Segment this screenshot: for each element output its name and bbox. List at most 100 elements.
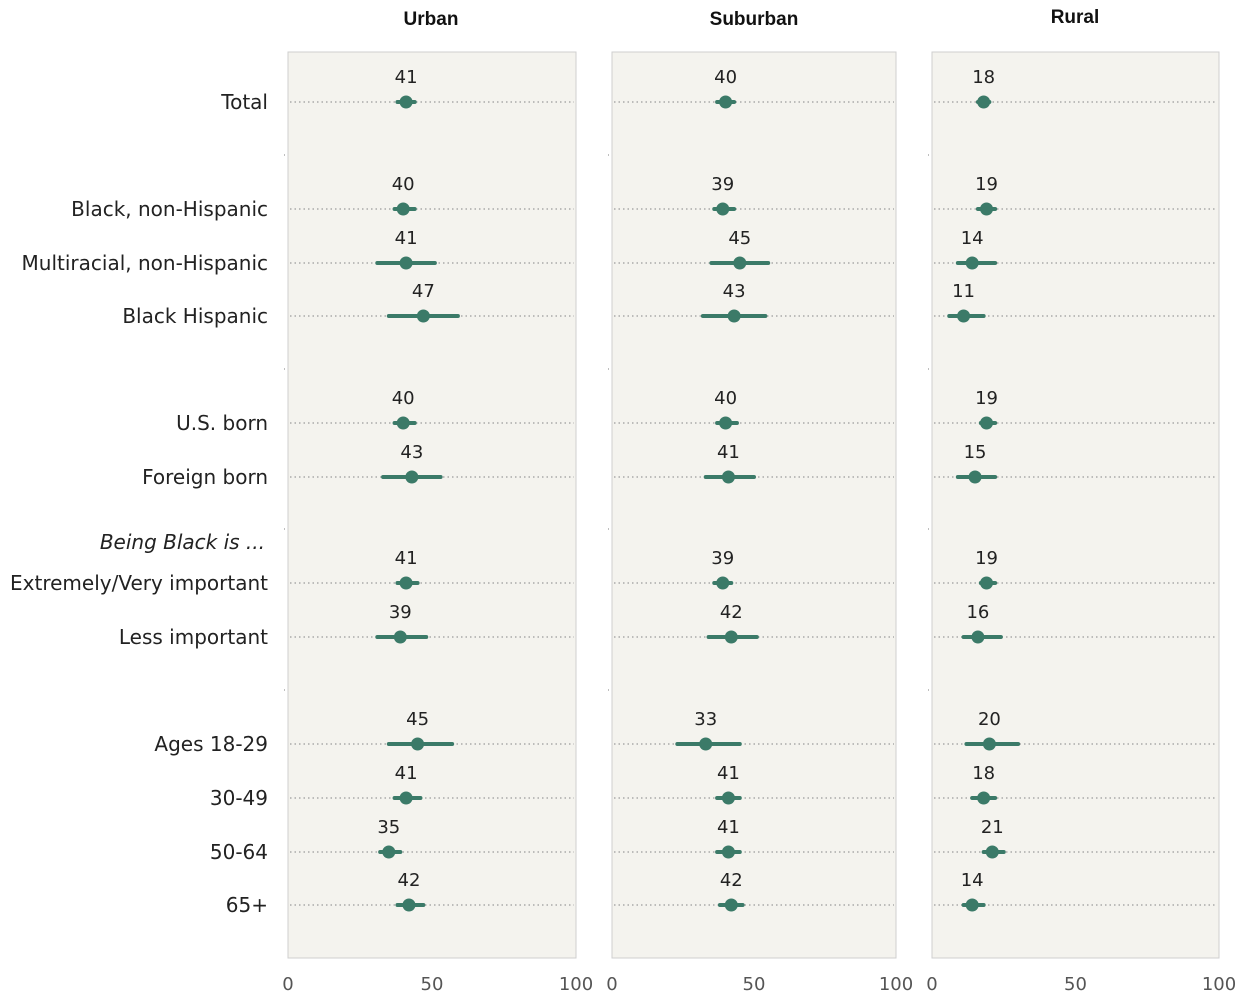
- data-label: 19: [975, 174, 998, 195]
- data-label: 41: [717, 763, 740, 784]
- data-point: [396, 416, 410, 430]
- x-tick-label: 100: [559, 974, 593, 995]
- row-label: 65+: [226, 893, 268, 917]
- data-label: 41: [717, 817, 740, 838]
- row-label: Foreign born: [142, 465, 268, 489]
- row-label: 50-64: [210, 840, 268, 864]
- data-point: [980, 416, 994, 430]
- data-label: 18: [972, 67, 995, 88]
- data-label: 20: [978, 709, 1001, 730]
- data-point: [719, 416, 733, 430]
- data-label: 40: [392, 388, 415, 409]
- row-label: Less important: [119, 625, 268, 649]
- data-label: 42: [398, 870, 421, 891]
- data-point: [980, 576, 994, 590]
- data-label: 39: [389, 602, 412, 623]
- data-label: 40: [714, 388, 737, 409]
- data-point: [396, 202, 410, 216]
- data-label: 19: [975, 388, 998, 409]
- x-tick-label: 100: [1202, 974, 1236, 995]
- row-label: Extremely/Very important: [10, 571, 268, 595]
- data-marks: [375, 95, 1021, 912]
- data-point: [968, 470, 982, 484]
- data-label: 41: [395, 548, 418, 569]
- data-label: 43: [723, 281, 746, 302]
- data-point: [977, 95, 991, 109]
- data-point: [721, 791, 735, 805]
- data-label: 40: [714, 67, 737, 88]
- data-point: [980, 202, 994, 216]
- panel-background: [287, 51, 577, 959]
- data-label: 16: [966, 602, 989, 623]
- data-point: [399, 95, 413, 109]
- data-point: [399, 576, 413, 590]
- data-label: 43: [400, 442, 423, 463]
- row-label: Black Hispanic: [122, 304, 268, 328]
- panel-title: Urban: [404, 9, 459, 30]
- data-point: [721, 845, 735, 859]
- data-point: [405, 470, 419, 484]
- data-label: 39: [711, 548, 734, 569]
- panel-backgrounds: [287, 51, 1220, 959]
- data-label: 15: [964, 442, 987, 463]
- x-tick-label: 0: [606, 974, 617, 995]
- x-tick-label: 0: [282, 974, 293, 995]
- data-label: 21: [981, 817, 1004, 838]
- data-label: 18: [972, 763, 995, 784]
- data-point: [716, 202, 730, 216]
- data-point: [965, 256, 979, 270]
- data-label: 35: [377, 817, 400, 838]
- data-point: [965, 898, 979, 912]
- data-point: [724, 630, 738, 644]
- data-label: 47: [412, 281, 435, 302]
- row-label: 30-49: [210, 786, 268, 810]
- data-label: 14: [961, 870, 984, 891]
- x-tick-label: 50: [743, 974, 766, 995]
- data-label: 19: [975, 548, 998, 569]
- data-label: 41: [717, 442, 740, 463]
- x-tick-label: 50: [421, 974, 444, 995]
- x-tick-label: 50: [1064, 974, 1087, 995]
- labels: Urban 41 40 41 47 40 43 41 39 45 41 35 42 0 50 100 Subur…: [10, 7, 1236, 995]
- x-tick-label: 100: [879, 974, 913, 995]
- data-label: 41: [395, 763, 418, 784]
- data-point: [971, 630, 985, 644]
- panel-background: [611, 51, 897, 959]
- x-tick-label: 0: [926, 974, 937, 995]
- data-label: 40: [392, 174, 415, 195]
- data-point: [411, 737, 425, 751]
- data-point: [699, 737, 713, 751]
- data-label: 45: [728, 228, 751, 249]
- data-point: [716, 576, 730, 590]
- data-label: 41: [395, 228, 418, 249]
- data-point: [977, 791, 991, 805]
- data-label: 33: [694, 709, 717, 730]
- data-point: [982, 737, 996, 751]
- data-point: [382, 845, 396, 859]
- panel-title: Suburban: [710, 9, 799, 30]
- data-label: 42: [720, 870, 743, 891]
- data-point: [399, 791, 413, 805]
- data-point: [724, 898, 738, 912]
- data-point: [727, 309, 741, 323]
- data-label: 45: [406, 709, 429, 730]
- row-label: Total: [220, 90, 268, 114]
- data-label: 14: [961, 228, 984, 249]
- section-header: Being Black is ...: [100, 530, 265, 554]
- data-point: [719, 95, 733, 109]
- data-label: 39: [711, 174, 734, 195]
- data-point: [957, 309, 971, 323]
- panel-background: [931, 51, 1220, 959]
- data-label: 11: [952, 281, 975, 302]
- panel-title: Rural: [1051, 7, 1100, 28]
- data-point: [416, 309, 430, 323]
- row-label: Black, non-Hispanic: [71, 197, 268, 221]
- row-label: Multiracial, non-Hispanic: [22, 251, 268, 275]
- row-label: Ages 18-29: [154, 732, 268, 756]
- data-label: 41: [395, 67, 418, 88]
- data-point: [399, 256, 413, 270]
- data-point: [402, 898, 416, 912]
- data-point: [721, 470, 735, 484]
- data-point: [393, 630, 407, 644]
